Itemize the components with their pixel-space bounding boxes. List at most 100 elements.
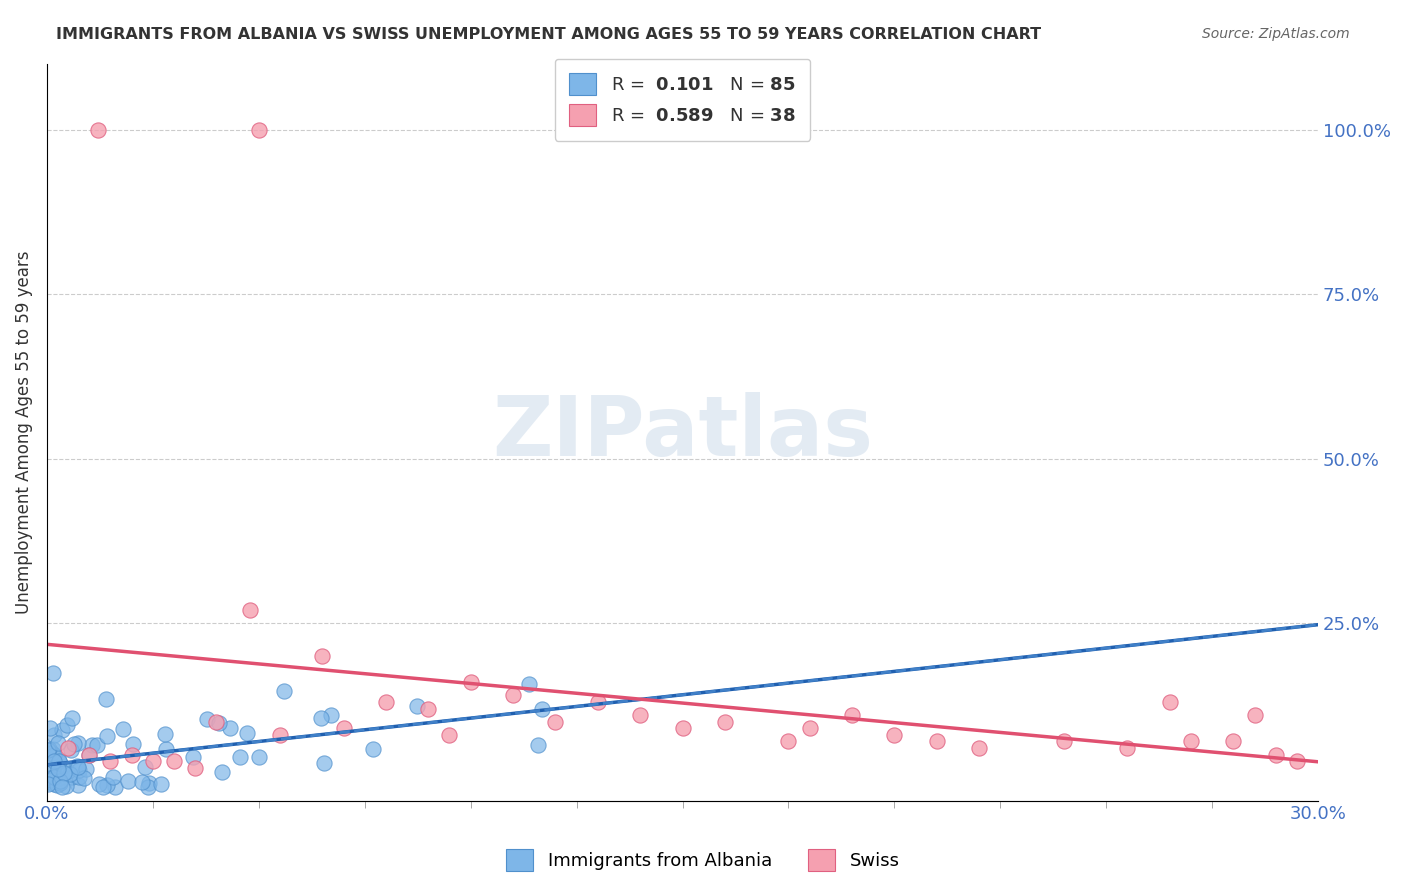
Legend: Immigrants from Albania, Swiss: Immigrants from Albania, Swiss [499, 842, 907, 879]
Immigrants from Albania [131, 775, 153, 789]
Immigrants from Albania [66, 779, 89, 793]
Immigrants from Albania [211, 764, 233, 779]
Immigrants from Albania [218, 721, 240, 735]
Swiss [502, 689, 524, 703]
Swiss [239, 603, 262, 617]
Immigrants from Albania [273, 684, 295, 698]
Immigrants from Albania [52, 760, 75, 774]
Immigrants from Albania [51, 723, 73, 737]
Immigrants from Albania [181, 750, 204, 764]
Immigrants from Albania [208, 715, 231, 730]
Immigrants from Albania [41, 746, 63, 760]
Swiss [163, 754, 186, 768]
Immigrants from Albania [229, 750, 252, 764]
Immigrants from Albania [87, 777, 110, 791]
Immigrants from Albania [136, 780, 159, 794]
Immigrants from Albania [42, 728, 65, 742]
Swiss [628, 708, 651, 723]
Immigrants from Albania [39, 772, 62, 787]
Immigrants from Albania [46, 736, 69, 750]
Immigrants from Albania [531, 702, 554, 716]
Immigrants from Albania [51, 780, 73, 795]
Swiss [418, 701, 440, 715]
Immigrants from Albania [60, 743, 83, 757]
Immigrants from Albania [55, 779, 77, 793]
Immigrants from Albania [48, 771, 70, 785]
Text: Source: ZipAtlas.com: Source: ZipAtlas.com [1202, 27, 1350, 41]
Immigrants from Albania [66, 760, 89, 774]
Immigrants from Albania [49, 773, 72, 788]
Immigrants from Albania [235, 725, 257, 739]
Immigrants from Albania [42, 761, 65, 775]
Immigrants from Albania [155, 741, 177, 756]
Text: IMMIGRANTS FROM ALBANIA VS SWISS UNEMPLOYMENT AMONG AGES 55 TO 59 YEARS CORRELAT: IMMIGRANTS FROM ALBANIA VS SWISS UNEMPLO… [56, 27, 1042, 42]
Immigrants from Albania [67, 763, 90, 777]
Immigrants from Albania [96, 779, 118, 793]
Immigrants from Albania [117, 773, 139, 788]
Immigrants from Albania [48, 776, 70, 790]
Immigrants from Albania [134, 759, 156, 773]
Immigrants from Albania [67, 770, 90, 784]
Swiss [77, 747, 100, 762]
Immigrants from Albania [60, 770, 83, 784]
Swiss [544, 714, 567, 729]
Swiss [269, 728, 291, 742]
Immigrants from Albania [56, 764, 79, 778]
Immigrants from Albania [37, 743, 59, 757]
Immigrants from Albania [42, 754, 65, 768]
Swiss [56, 741, 79, 756]
Immigrants from Albania [319, 707, 342, 722]
Immigrants from Albania [46, 778, 69, 792]
Immigrants from Albania [75, 762, 97, 776]
Swiss [311, 648, 333, 663]
Immigrants from Albania [39, 721, 62, 735]
Immigrants from Albania [42, 777, 65, 791]
Swiss [714, 714, 737, 729]
Immigrants from Albania [406, 698, 429, 713]
Immigrants from Albania [150, 777, 173, 791]
Immigrants from Albania [66, 759, 89, 773]
Swiss [100, 754, 122, 768]
Swiss [1243, 708, 1265, 723]
Immigrants from Albania [44, 747, 66, 762]
Immigrants from Albania [67, 736, 90, 750]
Immigrants from Albania [52, 765, 75, 780]
Immigrants from Albania [41, 741, 63, 756]
Swiss [671, 721, 693, 735]
Swiss [586, 695, 609, 709]
Immigrants from Albania [155, 726, 177, 740]
Immigrants from Albania [86, 738, 108, 752]
Immigrants from Albania [104, 780, 127, 795]
Legend: R =  $\bf{0.101}$   N = $\bf{85}$, R =  $\bf{0.589}$   N = $\bf{38}$: R = $\bf{0.101}$ N = $\bf{85}$, R = $\bf… [555, 59, 810, 141]
Swiss [967, 741, 990, 756]
Swiss [87, 123, 110, 137]
Immigrants from Albania [46, 762, 69, 776]
Swiss [460, 675, 482, 690]
Immigrants from Albania [96, 691, 118, 706]
Immigrants from Albania [122, 737, 145, 751]
Swiss [1116, 741, 1139, 756]
Immigrants from Albania [60, 711, 83, 725]
Swiss [1159, 695, 1181, 709]
Swiss [778, 734, 800, 748]
Swiss [247, 123, 270, 137]
Immigrants from Albania [73, 772, 96, 786]
Immigrants from Albania [37, 777, 59, 791]
Immigrants from Albania [39, 771, 62, 785]
Immigrants from Albania [37, 741, 59, 756]
Immigrants from Albania [91, 780, 114, 794]
Swiss [841, 708, 863, 723]
Swiss [1285, 754, 1308, 768]
Swiss [184, 761, 207, 775]
Immigrants from Albania [37, 746, 59, 760]
Immigrants from Albania [103, 770, 125, 784]
Swiss [332, 721, 354, 735]
Swiss [142, 754, 165, 768]
Immigrants from Albania [38, 774, 60, 789]
Swiss [1053, 734, 1076, 748]
Immigrants from Albania [48, 754, 70, 768]
Immigrants from Albania [44, 769, 66, 783]
Immigrants from Albania [48, 754, 70, 768]
Swiss [205, 714, 228, 729]
Immigrants from Albania [41, 666, 63, 681]
